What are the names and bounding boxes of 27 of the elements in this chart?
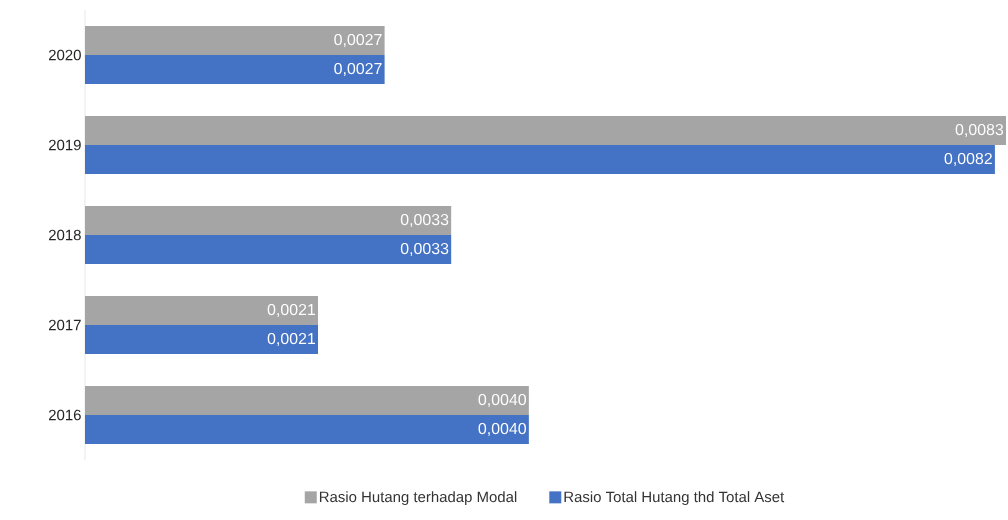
data-label: 0,0040: [478, 393, 527, 408]
legend-label: Rasio Total Hutang thd Total Aset: [564, 491, 785, 506]
data-label: 0,0021: [267, 332, 316, 347]
data-label: 0,0027: [334, 62, 382, 77]
data-label: 0,0083: [955, 123, 1004, 138]
bar: [85, 235, 452, 265]
bar: [85, 415, 529, 445]
bar: [85, 26, 385, 55]
data-label: 0,0033: [400, 242, 449, 257]
y-tick-label: 2020: [48, 49, 81, 61]
y-tick-label: 2017: [48, 319, 81, 331]
data-label: 0,0033: [400, 213, 449, 228]
bar: [85, 386, 529, 416]
bar: [85, 145, 995, 174]
bar: [85, 206, 452, 235]
data-label: 0,0040: [478, 422, 527, 437]
bar: [85, 116, 1006, 145]
legend-label: Rasio Hutang terhadap Modal: [319, 491, 517, 506]
data-label: 0,0021: [267, 303, 316, 318]
data-label: 0,0082: [944, 152, 992, 167]
data-label: 0,0027: [334, 33, 382, 48]
y-tick-label: 2018: [48, 229, 81, 241]
y-tick-label: 2016: [48, 409, 81, 421]
bar: [85, 55, 385, 84]
bar: [85, 296, 319, 326]
y-tick-label: 2019: [48, 139, 81, 151]
bar: [85, 325, 319, 355]
